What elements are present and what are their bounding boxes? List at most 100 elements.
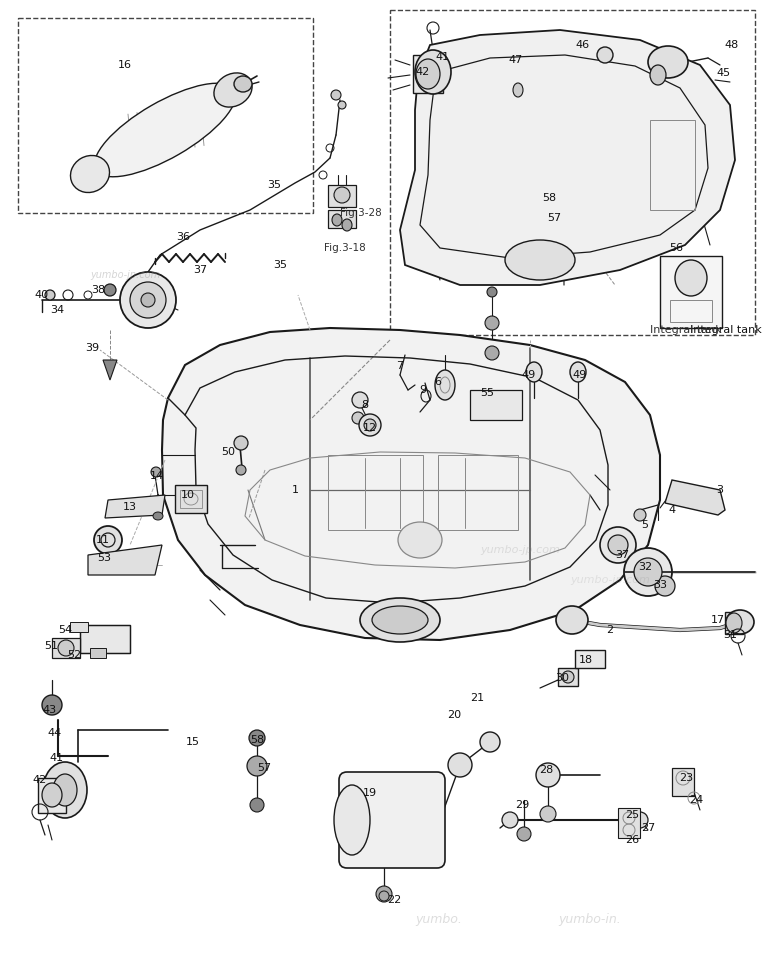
- Text: 39: 39: [85, 343, 99, 353]
- Ellipse shape: [376, 886, 392, 902]
- Ellipse shape: [53, 774, 77, 806]
- Ellipse shape: [94, 83, 236, 176]
- Text: 42: 42: [33, 775, 47, 785]
- Text: 19: 19: [363, 788, 377, 798]
- Text: 15: 15: [186, 737, 200, 747]
- Ellipse shape: [360, 598, 440, 642]
- Text: 35: 35: [273, 260, 287, 270]
- Bar: [90, 648, 106, 658]
- Text: 30: 30: [555, 673, 569, 683]
- Ellipse shape: [480, 732, 500, 752]
- Ellipse shape: [540, 806, 556, 822]
- Polygon shape: [105, 495, 165, 518]
- Text: 44: 44: [48, 728, 62, 738]
- Bar: [390, 10, 755, 335]
- Text: 45: 45: [717, 68, 731, 78]
- Ellipse shape: [331, 90, 341, 100]
- Text: 42: 42: [416, 67, 430, 77]
- Ellipse shape: [655, 576, 675, 596]
- Bar: [575, 650, 605, 668]
- Text: 3: 3: [717, 485, 724, 495]
- Ellipse shape: [43, 762, 87, 818]
- Text: 10: 10: [181, 490, 195, 500]
- Polygon shape: [103, 360, 117, 380]
- Ellipse shape: [415, 50, 451, 94]
- Ellipse shape: [364, 419, 376, 431]
- Text: yumbo-jp.com: yumbo-jp.com: [480, 545, 560, 555]
- Ellipse shape: [334, 187, 350, 203]
- Bar: [328, 455, 423, 530]
- Ellipse shape: [726, 613, 742, 633]
- Ellipse shape: [485, 346, 499, 360]
- Bar: [328, 185, 356, 207]
- Ellipse shape: [94, 526, 122, 554]
- Ellipse shape: [398, 522, 442, 558]
- Polygon shape: [665, 480, 725, 515]
- Ellipse shape: [570, 362, 586, 382]
- Text: 24: 24: [688, 795, 703, 805]
- Ellipse shape: [250, 798, 264, 812]
- Text: 49: 49: [522, 370, 536, 380]
- Bar: [175, 485, 207, 513]
- Text: 12: 12: [363, 423, 377, 433]
- Text: 52: 52: [67, 650, 81, 660]
- Bar: [328, 210, 356, 228]
- Bar: [618, 808, 640, 838]
- Bar: [70, 622, 88, 632]
- Text: 49: 49: [573, 370, 587, 380]
- Text: 2: 2: [607, 625, 614, 635]
- Text: 51: 51: [44, 641, 58, 651]
- Ellipse shape: [624, 548, 672, 596]
- Ellipse shape: [249, 730, 265, 746]
- Text: yumbo-jp.com: yumbo-jp.com: [90, 270, 160, 280]
- Bar: [52, 638, 80, 658]
- Text: 11: 11: [96, 535, 110, 545]
- Text: yumbo.: yumbo.: [415, 914, 462, 926]
- Ellipse shape: [597, 47, 613, 63]
- Text: 23: 23: [679, 773, 693, 783]
- Text: 43: 43: [43, 705, 57, 715]
- Bar: [470, 390, 522, 420]
- Text: 46: 46: [576, 40, 590, 50]
- Text: 57: 57: [547, 213, 561, 223]
- Ellipse shape: [416, 59, 440, 89]
- Ellipse shape: [634, 509, 646, 521]
- Text: 25: 25: [625, 810, 639, 820]
- Ellipse shape: [104, 284, 116, 296]
- Text: 29: 29: [515, 800, 529, 810]
- Bar: [180, 490, 202, 508]
- Text: 40: 40: [35, 290, 49, 300]
- Ellipse shape: [372, 606, 428, 634]
- Ellipse shape: [632, 812, 648, 828]
- Bar: [80, 625, 130, 653]
- Ellipse shape: [650, 65, 666, 85]
- Bar: [660, 256, 722, 328]
- Bar: [650, 120, 695, 210]
- Bar: [558, 668, 578, 686]
- Ellipse shape: [536, 763, 560, 787]
- Text: Fig.3-18: Fig.3-18: [324, 243, 366, 253]
- Ellipse shape: [600, 527, 636, 563]
- Ellipse shape: [502, 812, 518, 828]
- Ellipse shape: [526, 362, 542, 382]
- Text: 47: 47: [509, 55, 523, 65]
- Ellipse shape: [634, 558, 662, 586]
- Ellipse shape: [517, 827, 531, 841]
- Text: yumbo-in.: yumbo-in.: [558, 914, 620, 926]
- Bar: [670, 300, 712, 322]
- Ellipse shape: [58, 640, 74, 656]
- Bar: [38, 778, 66, 813]
- Ellipse shape: [247, 756, 267, 776]
- Ellipse shape: [45, 290, 55, 300]
- Text: 21: 21: [470, 693, 484, 703]
- Ellipse shape: [42, 783, 62, 807]
- Text: Integral tank: Integral tank: [690, 325, 762, 335]
- Text: 41: 41: [436, 52, 450, 62]
- Bar: [80, 625, 130, 653]
- Ellipse shape: [359, 414, 381, 436]
- Ellipse shape: [487, 287, 497, 297]
- Text: 34: 34: [50, 305, 64, 315]
- Ellipse shape: [485, 316, 499, 330]
- Text: 6: 6: [435, 377, 441, 387]
- Ellipse shape: [334, 785, 370, 855]
